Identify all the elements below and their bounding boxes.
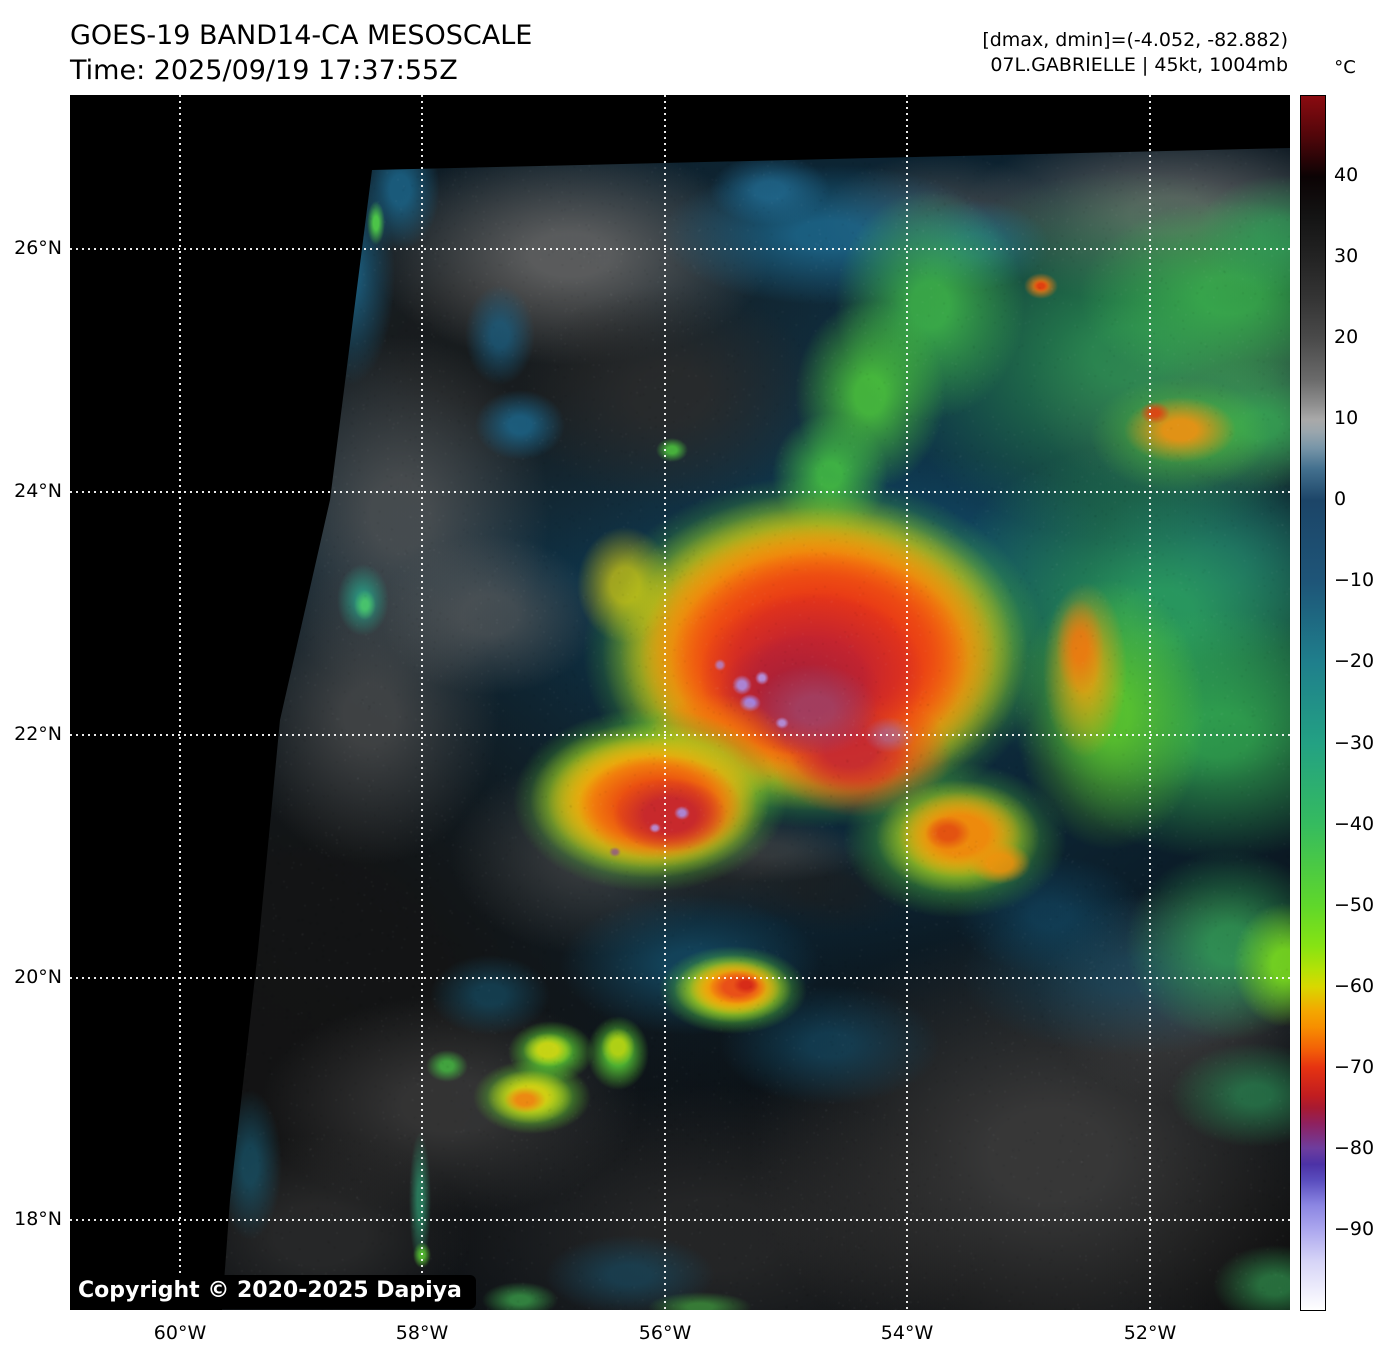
- title-line2: Time: 2025/09/19 17:37:55Z: [70, 55, 458, 86]
- gridline-v: [1149, 95, 1151, 1310]
- lat-label: 18°N: [14, 1208, 62, 1230]
- figure-title: GOES-19 BAND14-CA MESOSCALE Time: 2025/0…: [70, 18, 532, 88]
- colorbar-tick-label: 30: [1334, 245, 1359, 268]
- colorbar-tick-label: −70: [1334, 1055, 1375, 1078]
- lat-label: 22°N: [14, 723, 62, 745]
- colorbar-tick-label: 0: [1334, 488, 1347, 511]
- satellite-imagery: [222, 148, 1290, 1310]
- gridline-v: [179, 95, 181, 1310]
- storm-info: [dmax, dmin]=(-4.052, -82.882) 07L.GABRI…: [982, 28, 1288, 78]
- colorbar-tick-label: −40: [1334, 812, 1375, 835]
- colorbar-tick-label: −20: [1334, 650, 1375, 673]
- lon-label: 56°W: [638, 1322, 692, 1344]
- lat-label: 24°N: [14, 480, 62, 502]
- lon-label: 58°W: [395, 1322, 449, 1344]
- gridline-h: [70, 734, 1290, 736]
- storm-id-intensity: 07L.GABRIELLE | 45kt, 1004mb: [990, 54, 1288, 76]
- lat-label: 26°N: [14, 237, 62, 259]
- lat-label: 20°N: [14, 966, 62, 988]
- colorbar-tick-label: −50: [1334, 893, 1375, 916]
- colorbar: [1300, 95, 1326, 1311]
- colorbar-tick-label: −30: [1334, 731, 1375, 754]
- map-plot: Copyright © 2020-2025 Dapiya: [70, 95, 1290, 1310]
- gridline-v: [906, 95, 908, 1310]
- gridline-h: [70, 977, 1290, 979]
- copyright-badge: Copyright © 2020-2025 Dapiya: [70, 1275, 476, 1309]
- colorbar-tick-label: 10: [1334, 407, 1359, 430]
- gridline-h: [70, 248, 1290, 250]
- lon-label: 54°W: [880, 1322, 934, 1344]
- dmax-dmin-readout: [dmax, dmin]=(-4.052, -82.882): [982, 29, 1288, 51]
- colorbar-tick-label: 20: [1334, 326, 1359, 349]
- lon-label: 52°W: [1123, 1322, 1177, 1344]
- colorbar-tick-label: −90: [1334, 1217, 1375, 1240]
- lon-label: 60°W: [153, 1322, 207, 1344]
- colorbar-tick-label: −60: [1334, 974, 1375, 997]
- gridline-v: [664, 95, 666, 1310]
- gridline-v: [421, 95, 423, 1310]
- colorbar-tick-label: −80: [1334, 1136, 1375, 1159]
- gridline-h: [70, 1219, 1290, 1221]
- colorbar-tick-label: −10: [1334, 569, 1375, 592]
- colorbar-unit-label: °C: [1334, 57, 1356, 78]
- gridline-h: [70, 491, 1290, 493]
- title-line1: GOES-19 BAND14-CA MESOSCALE: [70, 20, 533, 51]
- colorbar-tick-label: 40: [1334, 164, 1359, 187]
